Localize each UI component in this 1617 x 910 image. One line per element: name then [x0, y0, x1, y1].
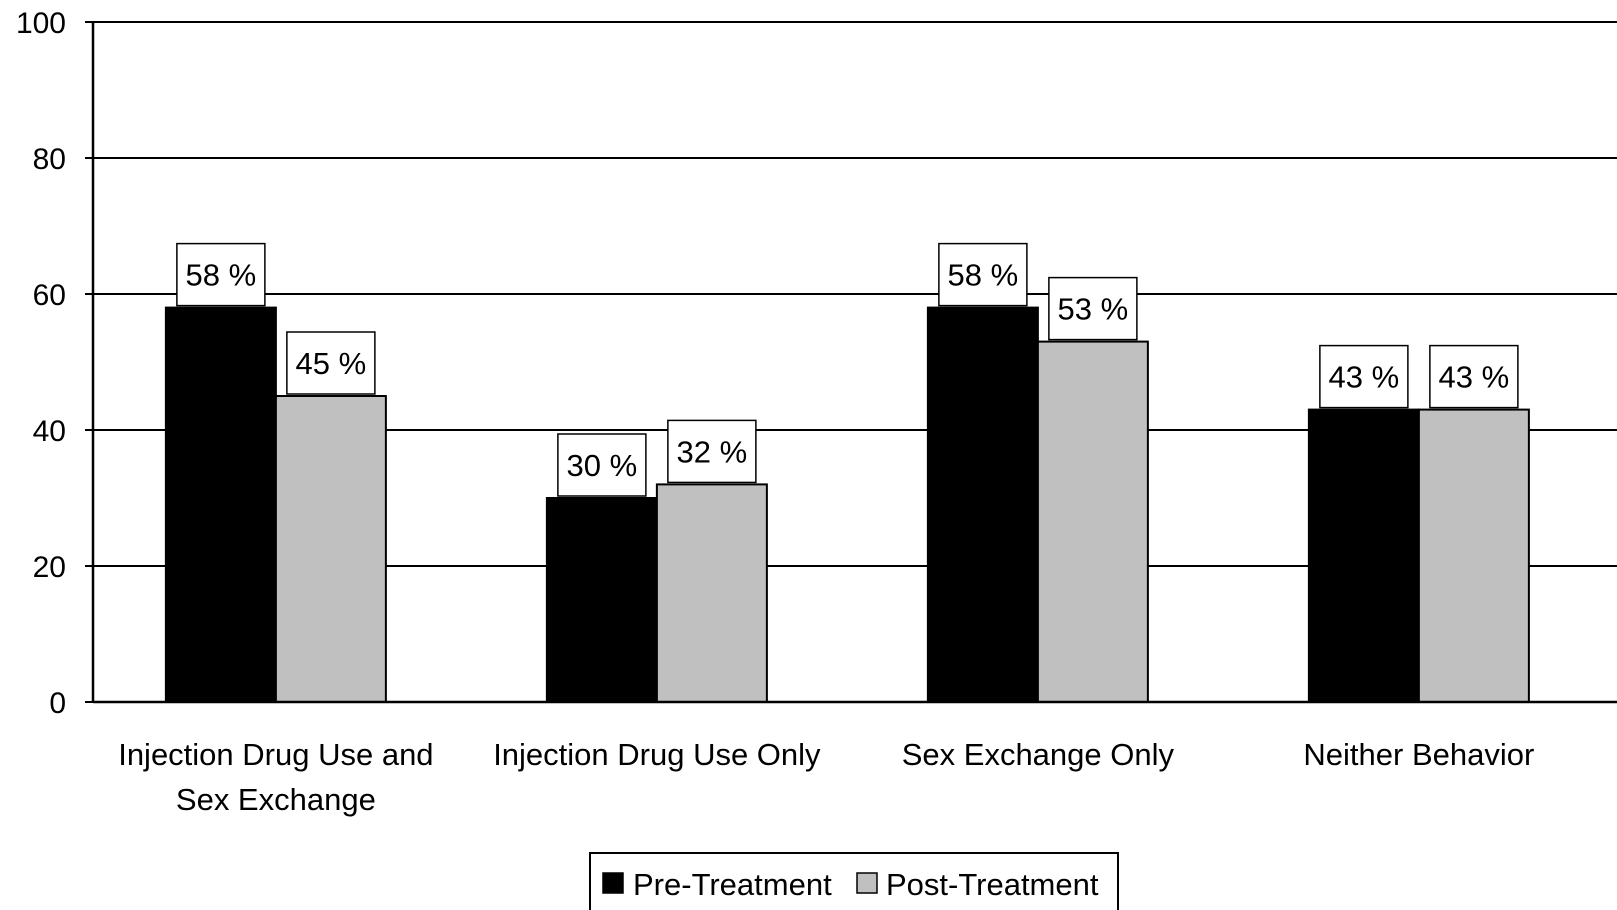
data-label: 43 %	[1329, 360, 1400, 395]
data-label: 58 %	[186, 258, 257, 293]
bar-pre-treatment-2	[545, 497, 658, 703]
data-label: 30 %	[567, 448, 638, 483]
data-label: 43 %	[1439, 360, 1510, 395]
category-label: Sex Exchange	[176, 782, 376, 817]
y-tick-label: 40	[33, 415, 66, 448]
legend-label: Post-Treatment	[886, 867, 1099, 902]
data-label-box	[1048, 276, 1138, 341]
y-tick-label: 0	[49, 687, 66, 720]
category-labels: Injection Drug Use and Sex Exchange Inject…	[118, 737, 1534, 817]
bars	[164, 306, 1530, 703]
data-labels: 58 % 45 % 30 % 32 % 58 % 53 % 43 % 43 %	[176, 242, 1519, 497]
data-label-box	[176, 242, 266, 307]
data-label-box	[286, 331, 376, 395]
data-label: 53 %	[1058, 292, 1129, 327]
y-tick-label: 100	[16, 7, 66, 40]
category-label: Sex Exchange Only	[902, 737, 1175, 772]
bar-pre-treatment-4	[1307, 408, 1420, 703]
bar-post-treatment-2	[655, 483, 768, 703]
y-tick-label: 60	[33, 279, 66, 312]
axes	[91, 22, 1617, 704]
bar-post-treatment-3	[1036, 340, 1149, 703]
y-axis-ticks: 0 20 40 60 80 100	[16, 7, 93, 720]
data-label: 32 %	[677, 434, 748, 469]
legend-box	[589, 852, 1119, 910]
legend-swatch	[856, 872, 878, 894]
data-label: 58 %	[948, 258, 1019, 293]
category-label: Injection Drug Use Only	[493, 737, 821, 772]
data-label-box	[667, 419, 757, 484]
data-label: 45 %	[296, 346, 367, 381]
y-tick-label: 20	[33, 551, 66, 584]
category-label: Injection Drug Use and	[118, 737, 433, 772]
data-label-box	[557, 433, 647, 497]
data-label-box	[938, 242, 1028, 307]
legend-label: Pre-Treatment	[633, 867, 832, 902]
bar-post-treatment-1	[274, 395, 387, 703]
bar-post-treatment-4	[1417, 408, 1530, 703]
data-label-box	[1429, 344, 1519, 409]
bar-pre-treatment-3	[926, 306, 1039, 703]
legend: Pre-Treatment Post-Treatment	[589, 852, 1119, 910]
y-tick-label: 80	[33, 143, 66, 176]
category-label: Neither Behavior	[1303, 737, 1534, 772]
data-label-box	[1319, 344, 1409, 409]
legend-swatch	[602, 872, 624, 894]
bar-pre-treatment-1	[164, 306, 277, 703]
